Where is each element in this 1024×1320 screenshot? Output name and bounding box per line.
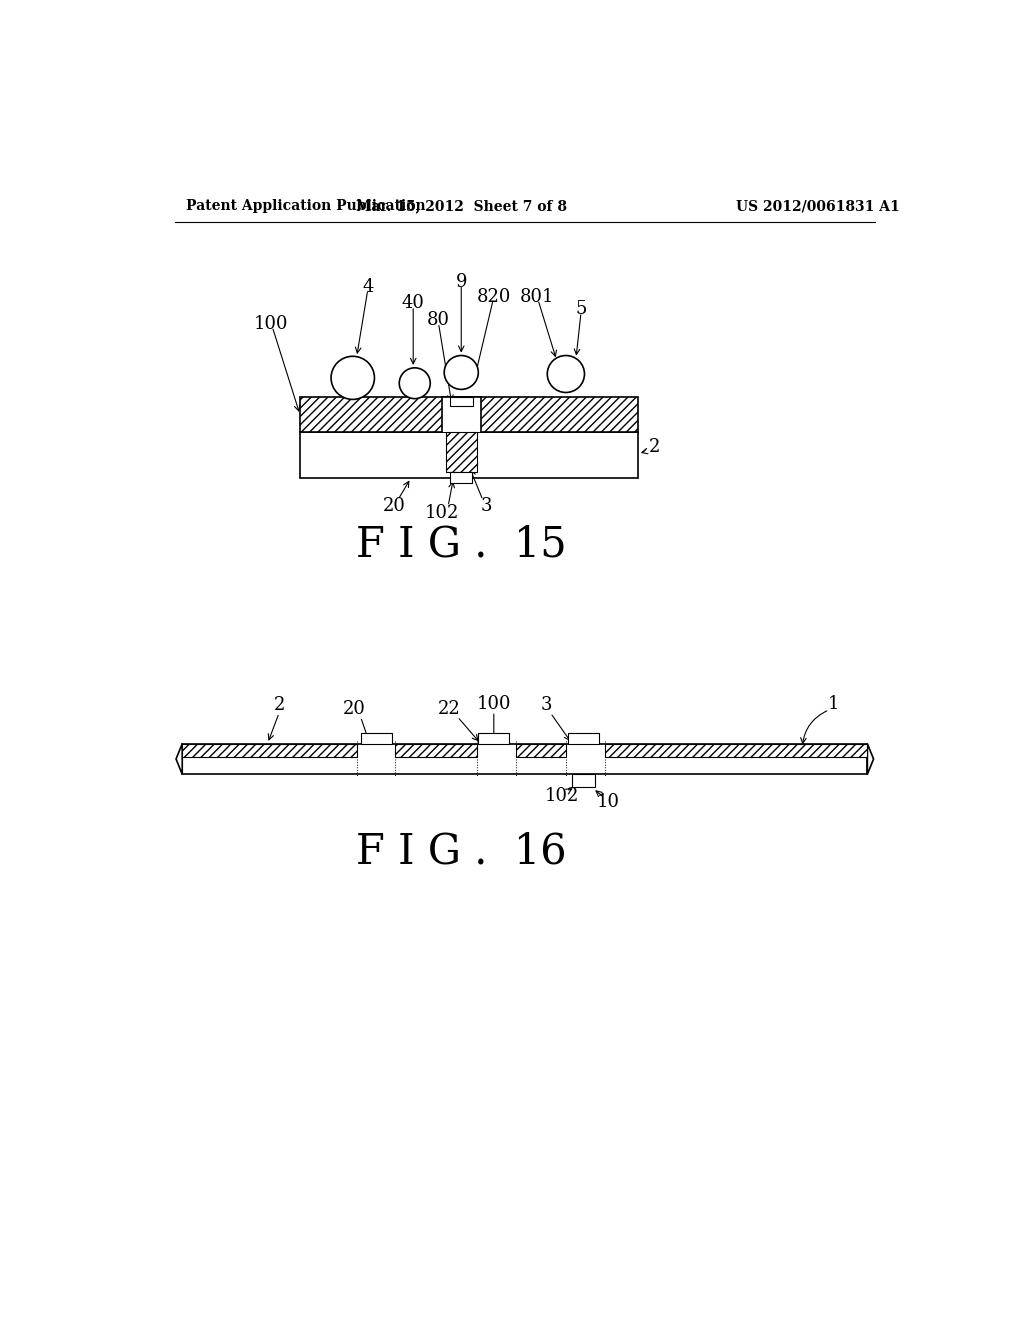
- Bar: [478, 733, 509, 743]
- Bar: [572, 775, 595, 787]
- Text: 2: 2: [273, 696, 285, 714]
- Text: Mar. 15, 2012  Sheet 7 of 8: Mar. 15, 2012 Sheet 7 of 8: [355, 199, 566, 213]
- Bar: [300, 397, 638, 432]
- Text: 1: 1: [827, 694, 839, 713]
- Polygon shape: [176, 743, 182, 775]
- Bar: [604, 743, 867, 758]
- Text: 2: 2: [649, 438, 660, 457]
- Bar: [360, 733, 391, 743]
- Text: 3: 3: [481, 498, 493, 515]
- Text: 801: 801: [520, 288, 554, 306]
- Bar: [451, 471, 472, 483]
- Text: 100: 100: [254, 315, 289, 333]
- Text: 20: 20: [382, 498, 406, 515]
- Text: 3: 3: [541, 696, 552, 714]
- Text: 40: 40: [401, 294, 425, 312]
- Text: 20: 20: [343, 700, 366, 718]
- Bar: [442, 397, 480, 432]
- Text: 22: 22: [438, 700, 461, 718]
- Text: 4: 4: [362, 279, 374, 296]
- Text: 102: 102: [425, 504, 459, 521]
- Text: 80: 80: [427, 312, 450, 329]
- Bar: [450, 397, 473, 407]
- Bar: [395, 743, 477, 758]
- Bar: [182, 743, 356, 758]
- Circle shape: [331, 356, 375, 400]
- Bar: [515, 743, 566, 758]
- Text: F I G .  16: F I G . 16: [356, 830, 566, 873]
- Text: 9: 9: [456, 273, 467, 290]
- Bar: [182, 743, 867, 775]
- Text: F I G .  15: F I G . 15: [356, 524, 566, 566]
- Text: US 2012/0061831 A1: US 2012/0061831 A1: [736, 199, 900, 213]
- Text: 10: 10: [597, 793, 620, 810]
- Circle shape: [444, 355, 478, 389]
- Text: 5: 5: [575, 301, 587, 318]
- Text: 100: 100: [476, 694, 511, 713]
- Bar: [300, 432, 638, 478]
- Bar: [445, 432, 477, 471]
- Polygon shape: [867, 743, 873, 775]
- Circle shape: [547, 355, 585, 392]
- Circle shape: [399, 368, 430, 399]
- Bar: [568, 733, 599, 743]
- Text: 102: 102: [545, 787, 580, 805]
- Text: 820: 820: [476, 288, 511, 306]
- Text: Patent Application Publication: Patent Application Publication: [186, 199, 426, 213]
